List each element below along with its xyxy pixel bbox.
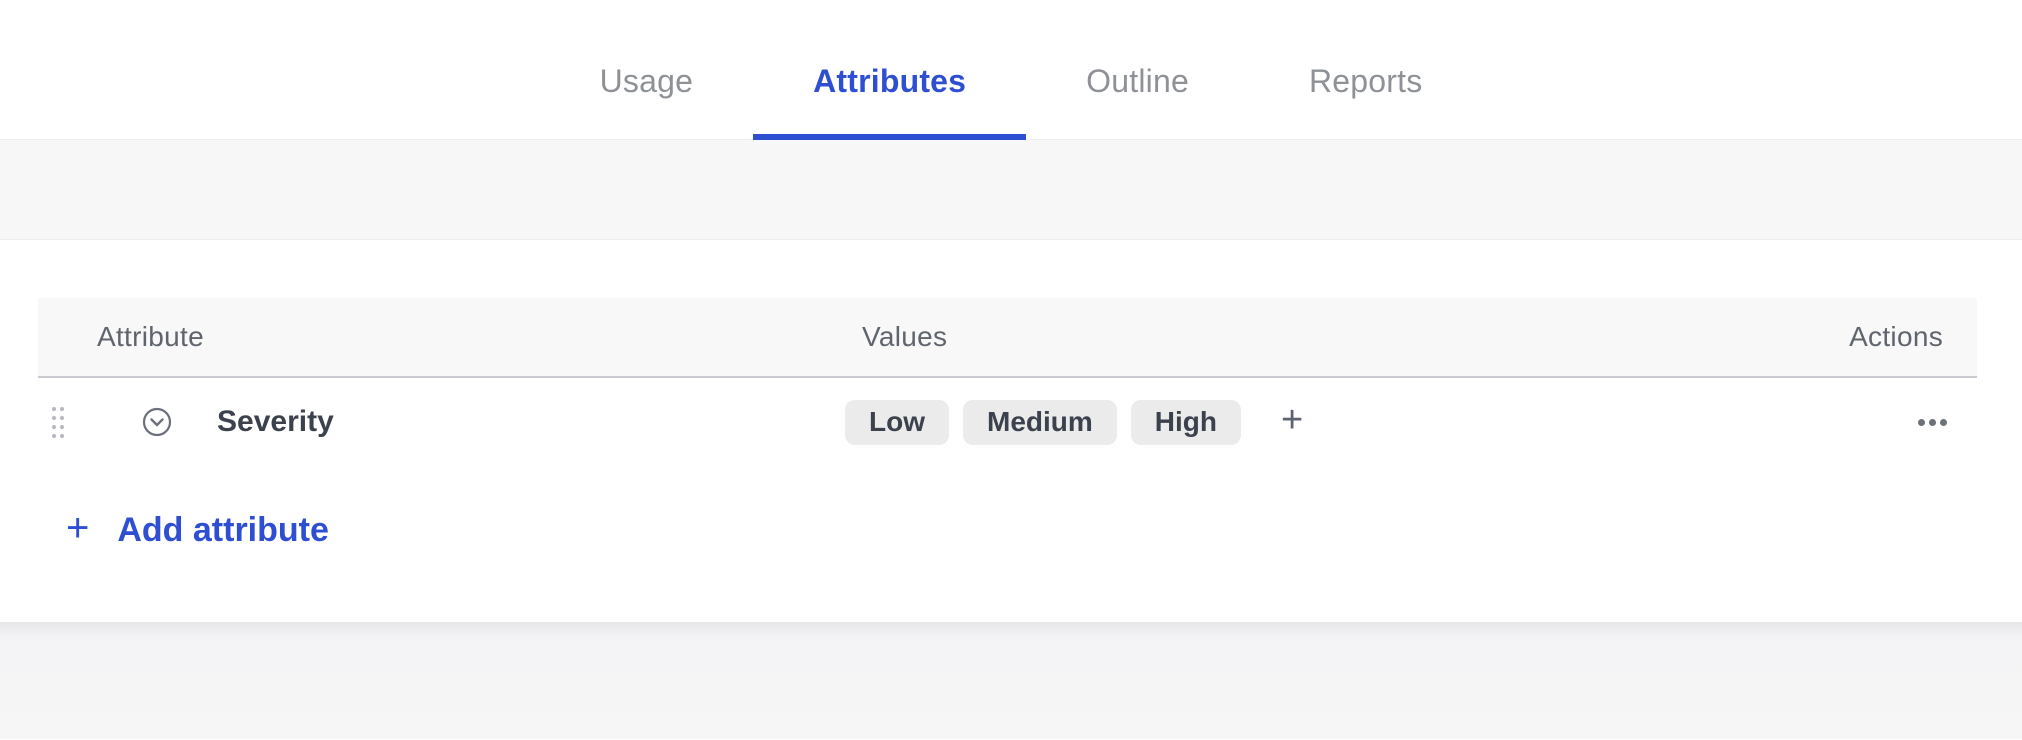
row-menu-ellipsis-icon[interactable] [1918,409,1947,436]
tab-usage-label: Usage [599,62,694,99]
actions-cell [1847,409,1977,436]
tab-usage[interactable]: Usage [540,0,754,140]
add-value-button[interactable]: + [1281,399,1304,441]
tab-attributes[interactable]: Attributes [753,0,1027,140]
chevron-down-circle-icon[interactable] [142,407,172,437]
table-row: Severity Low Medium High + [38,378,1977,466]
table-header-row: Attribute Values Actions [38,298,1977,378]
column-header-actions: Actions [1849,321,1943,352]
attributes-panel: Attribute Values Actions Severity Low [0,240,2022,622]
footer-band [0,622,2022,739]
value-chip-high[interactable]: High [1130,399,1241,445]
tab-reports[interactable]: Reports [1249,0,1482,140]
add-attribute-label: Add attribute [117,511,329,549]
plus-icon: + [66,506,90,550]
add-attribute-button[interactable]: + Add attribute [66,508,329,553]
sub-header-band [0,140,2022,240]
tab-bar: Usage Attributes Outline Reports [0,0,2022,140]
attribute-name: Severity [217,405,334,438]
column-header-values: Values [862,321,948,352]
values-cell: Low Medium High + [808,399,1847,445]
value-chip-medium[interactable]: Medium [963,399,1117,445]
attributes-table: Attribute Values Actions Severity Low [38,298,1977,466]
drag-handle-icon[interactable] [52,406,64,438]
value-chip-low[interactable]: Low [845,399,949,445]
tab-reports-label: Reports [1308,62,1423,99]
tab-outline[interactable]: Outline [1026,0,1249,140]
tab-attributes-label: Attributes [813,62,967,99]
attribute-cell: Severity [38,405,808,439]
tab-outline-label: Outline [1086,62,1189,99]
column-header-attribute: Attribute [97,321,204,352]
